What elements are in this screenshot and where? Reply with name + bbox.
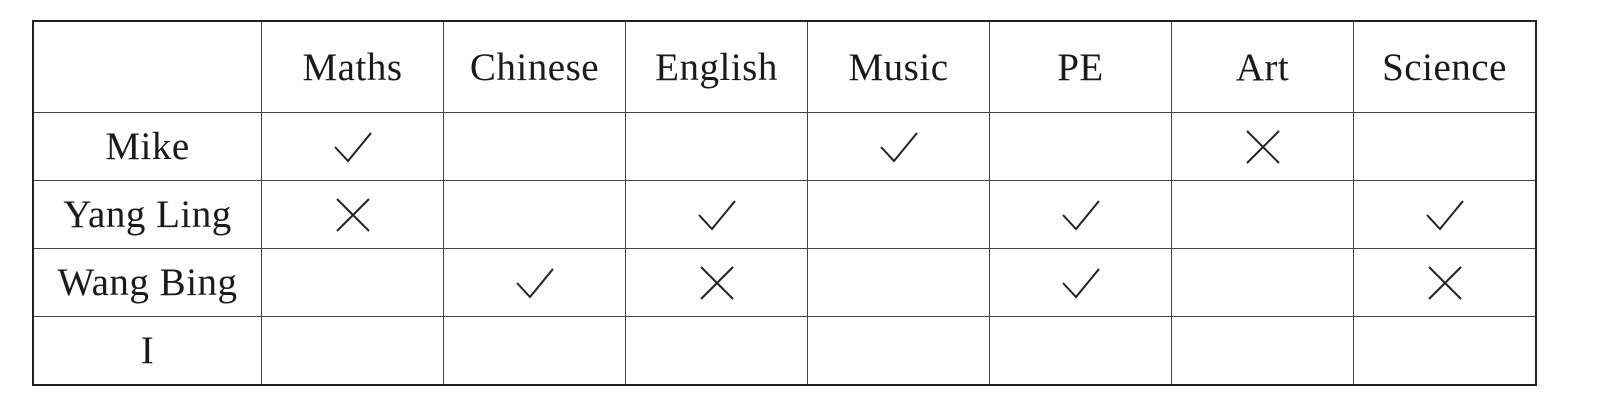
mark-cell [443, 180, 626, 249]
row-name: Yang Ling [32, 180, 262, 249]
mark-cell [1353, 316, 1537, 386]
mark-cell [1171, 316, 1354, 386]
table-row: Mike [32, 112, 1537, 181]
cross-icon [626, 265, 807, 301]
mark-cell [443, 112, 626, 181]
mark-cell [989, 112, 1172, 181]
mark-cell [1171, 248, 1354, 317]
mark-cell [1353, 248, 1537, 317]
header-row: Maths Chinese English Music PE Art Science [32, 20, 1537, 113]
mark-cell [807, 112, 990, 181]
mark-cell [807, 316, 990, 386]
check-icon [808, 130, 989, 164]
table-row: Yang Ling [32, 180, 1537, 249]
check-icon [1354, 198, 1535, 232]
column-header-art: Art [1171, 20, 1354, 113]
check-icon [990, 198, 1171, 232]
check-icon [990, 266, 1171, 300]
mark-cell [261, 180, 444, 249]
check-icon [444, 266, 625, 300]
mark-cell [625, 112, 808, 181]
row-name: Mike [32, 112, 262, 181]
mark-cell [807, 248, 990, 317]
column-header-chinese: Chinese [443, 20, 626, 113]
table-row: I [32, 316, 1537, 386]
cross-icon [1172, 129, 1353, 165]
cross-icon [1354, 265, 1535, 301]
mark-cell [1171, 112, 1354, 181]
mark-cell [989, 180, 1172, 249]
check-icon [626, 198, 807, 232]
column-header-maths: Maths [261, 20, 444, 113]
mark-cell [807, 180, 990, 249]
mark-cell [261, 248, 444, 317]
check-icon [262, 130, 443, 164]
corner-cell [32, 20, 262, 113]
mark-cell [1171, 180, 1354, 249]
mark-cell [261, 112, 444, 181]
mark-cell [1353, 112, 1537, 181]
mark-cell [989, 248, 1172, 317]
mark-cell [443, 316, 626, 386]
mark-cell [261, 316, 444, 386]
mark-cell [625, 248, 808, 317]
row-name: Wang Bing [32, 248, 262, 317]
column-header-pe: PE [989, 20, 1172, 113]
mark-cell [625, 316, 808, 386]
column-header-english: English [625, 20, 808, 113]
mark-cell [443, 248, 626, 317]
mark-cell [989, 316, 1172, 386]
column-header-science: Science [1353, 20, 1537, 113]
row-name: I [32, 316, 262, 386]
mark-cell [1353, 180, 1537, 249]
column-header-music: Music [807, 20, 990, 113]
mark-cell [625, 180, 808, 249]
table-row: Wang Bing [32, 248, 1537, 317]
cross-icon [262, 197, 443, 233]
subject-preference-table: Maths Chinese English Music PE Art Science Mik… [32, 20, 1537, 386]
